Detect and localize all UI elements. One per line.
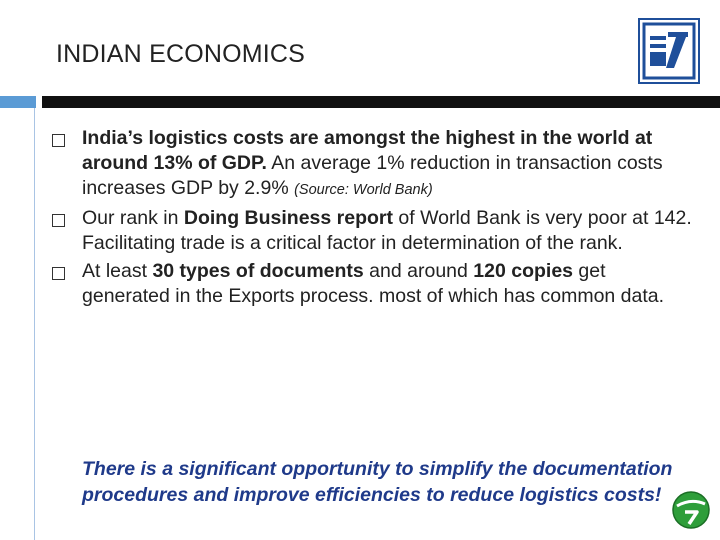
bullet-text: An average 1% reduction in transaction c… — [82, 152, 663, 199]
bullet-text: of World Bank is very poor at 142. Facil… — [82, 207, 692, 254]
bullet-text: At least — [82, 260, 153, 282]
source-citation: (Source: World Bank) — [294, 182, 433, 198]
company-logo-icon — [638, 18, 700, 84]
bullet-list: India’s logistics costs are amongst the … — [50, 126, 695, 312]
bullet-bold-text: 13% of GDP. — [153, 152, 267, 174]
bullet-bold-text: India’s logistics costs are amongst the … — [82, 127, 653, 174]
bullet-bold-text: Doing Business report — [183, 207, 393, 229]
hollow-square-bullet-icon — [52, 214, 65, 227]
bullet-bold-text: 30 types of documents — [152, 260, 364, 282]
callout-text: There is a significant opportunity to si… — [82, 458, 673, 506]
bullet-item: India’s logistics costs are amongst the … — [50, 126, 695, 203]
hollow-square-bullet-icon — [52, 134, 65, 147]
hollow-square-bullet-icon — [52, 267, 65, 280]
green-circle-logo-icon — [672, 491, 710, 529]
title-rule — [42, 96, 720, 108]
bullet-text: Our rank in — [82, 207, 184, 229]
accent-rule-left — [0, 96, 36, 108]
bullet-text: get generated in the Exports process. mo… — [82, 260, 665, 307]
bullet-item: Our rank in Doing Business report of Wor… — [50, 206, 695, 256]
bullet-item: At least 30 types of documents and aroun… — [50, 259, 695, 309]
bullet-bold-text: 120 copies — [473, 260, 574, 282]
left-margin-line — [34, 108, 35, 540]
slide-title: INDIAN ECONOMICS — [56, 40, 306, 68]
bullet-text: and around — [363, 260, 474, 282]
